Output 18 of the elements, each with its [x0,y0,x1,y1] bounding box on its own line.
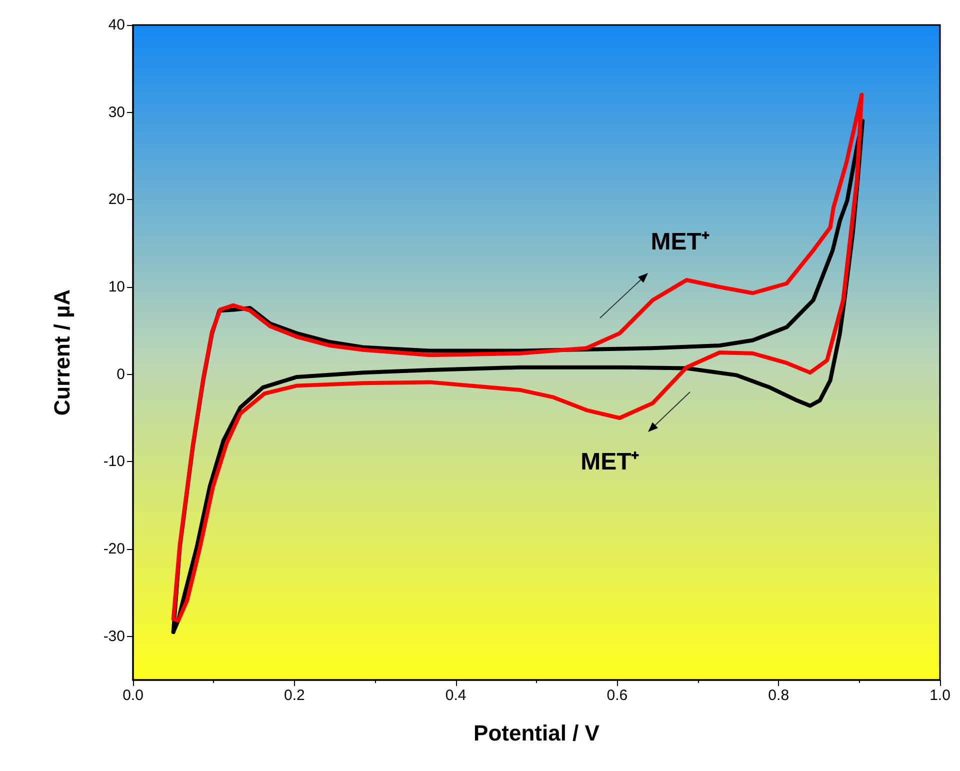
annotation: MET⁺ [650,227,710,256]
x-tick-label: 0.2 [284,687,305,704]
y-tick-label: -10 [103,453,125,470]
y-tick-label: 30 [108,104,125,121]
y-tick-label: 40 [108,16,125,34]
annotation: MET⁺ [580,447,640,476]
x-tick-label: 0.8 [768,687,790,704]
x-tick-label: 1.0 [930,687,950,704]
y-tick-label: -30 [103,628,125,645]
x-axis-title: Potential / V [474,720,600,746]
x-tick-label: 0.0 [122,687,144,704]
y-tick-label: 10 [108,278,125,296]
x-tick-label: 0.6 [606,687,628,704]
y-tick-label: 0 [116,366,125,383]
y-tick-label: 20 [108,191,125,208]
x-tick-label: 0.4 [445,687,466,704]
y-tick-label: -20 [103,540,125,558]
y-axis-title: Current / µA [50,289,74,416]
